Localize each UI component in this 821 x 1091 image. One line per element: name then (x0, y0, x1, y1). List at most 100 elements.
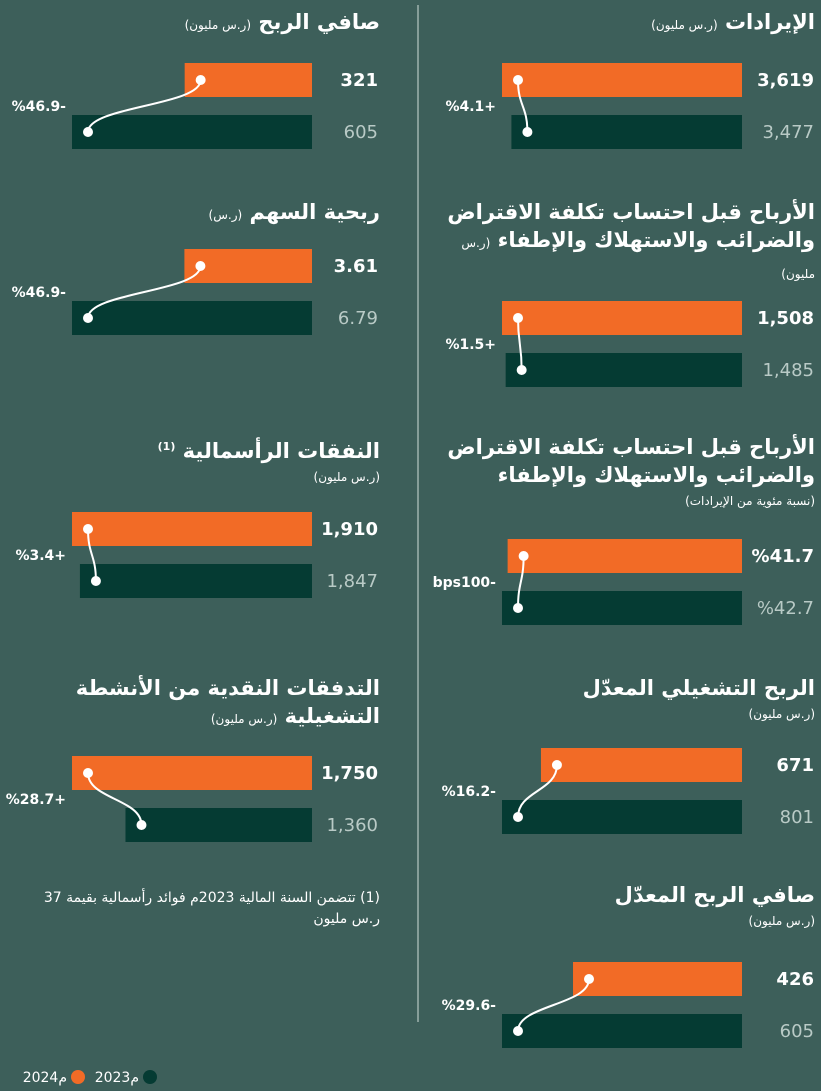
bar (125, 808, 312, 842)
value-label: 1,485 (762, 360, 814, 381)
dot (90, 576, 101, 586)
value-label: 321 (340, 70, 378, 91)
chart-title: التدفقات النقدية من الأنشطة التشغيلية (75, 676, 380, 728)
value-label: %42.7 (757, 598, 814, 619)
bar (72, 115, 312, 149)
dot (195, 75, 206, 85)
change-label: %46.9- (12, 99, 67, 115)
value-label: 801 (780, 807, 814, 828)
dot (83, 768, 93, 778)
bar (184, 63, 312, 97)
legend-swatch (71, 1070, 85, 1084)
dot (522, 127, 533, 137)
value-label: 605 (344, 122, 378, 143)
chart-title-block: الأرباح قبل احتساب تكلفة الاقتراض والضرا… (435, 198, 815, 288)
chart-subtitle: (ر.س مليون) (748, 914, 815, 928)
chart-title-block: الإيرادات (ر.س مليون) (435, 8, 815, 39)
dot (516, 365, 527, 375)
connector (517, 555, 525, 609)
change-label: %3.4+ (15, 548, 66, 564)
connector (87, 528, 97, 582)
bar (502, 301, 742, 335)
bar (184, 249, 312, 283)
chart-title: صافي الربح المعدّل (614, 883, 815, 907)
dot (518, 551, 529, 561)
dot (513, 603, 523, 613)
change-label: %1.5+ (445, 337, 496, 353)
chart-subtitle: (ر.س) (208, 208, 243, 222)
dot (195, 261, 206, 271)
dot (551, 760, 562, 770)
bar (573, 962, 742, 996)
chart-title-block: صافي الربح (ر.س مليون) (0, 8, 380, 39)
note: (1) (157, 440, 176, 453)
chart-subtitle: (ر.س مليون) (210, 712, 278, 726)
connector (517, 978, 591, 1032)
value-label: 3,477 (762, 122, 814, 143)
change-label: %4.1+ (445, 99, 496, 115)
connector (87, 265, 202, 319)
value-label: 6.79 (338, 308, 378, 329)
chart-title-block: صافي الربح المعدّل (ر.س مليون) (435, 881, 815, 933)
bar (505, 353, 742, 387)
value-label: 1,910 (321, 519, 378, 540)
chart-subtitle: (ر.س مليون) (184, 18, 252, 32)
chart-subtitle: (نسبة مئوية من الإيرادات) (685, 494, 815, 508)
value-label: 3.61 (334, 256, 378, 277)
chart-title: الإيرادات (724, 10, 815, 34)
dot (136, 820, 147, 830)
change-label: bps100- (433, 575, 497, 591)
chart-title-block: الأرباح قبل احتساب تكلفة الاقتراض والضرا… (435, 433, 815, 513)
value-label: 3,619 (757, 70, 814, 91)
dot (83, 524, 93, 534)
bar (511, 115, 742, 149)
chart-title: صافي الربح (258, 10, 380, 34)
value-label: 1,360 (326, 815, 378, 836)
chart-title: الأرباح قبل احتساب تكلفة الاقتراض والضرا… (447, 200, 815, 252)
legend-label: 2024م (23, 1070, 67, 1086)
connector (517, 317, 523, 371)
bar (502, 63, 742, 97)
value-label: 1,847 (326, 571, 378, 592)
dot (513, 1026, 523, 1036)
chart-title-block: الربح التشغيلي المعدّل (ر.س مليون) (435, 674, 815, 726)
bar (72, 301, 312, 335)
connector (517, 764, 558, 818)
chart-title: ربحية السهم (249, 200, 380, 224)
change-label: %16.2- (442, 784, 497, 800)
value-label: 605 (780, 1021, 814, 1042)
dot (83, 313, 93, 323)
value-label: 426 (776, 969, 814, 990)
chart-subtitle: (ر.س مليون) (313, 470, 380, 484)
bar (507, 539, 742, 573)
chart-title-block: التدفقات النقدية من الأنشطة التشغيلية (ر… (0, 674, 380, 733)
bar (502, 591, 742, 625)
footnote: (1) تتضمن السنة المالية 2023م فوائد رأسم… (43, 890, 380, 927)
change-label: %29.6- (442, 998, 497, 1014)
bar (502, 800, 742, 834)
bar (72, 512, 312, 546)
dot (513, 313, 523, 323)
change-label: %46.9- (12, 285, 67, 301)
dot (513, 75, 523, 85)
change-label: %28.7+ (6, 792, 66, 808)
bar (540, 748, 742, 782)
chart-subtitle: (ر.س مليون) (461, 236, 815, 281)
connector (87, 772, 143, 826)
bar (72, 756, 312, 790)
chart-title-block: النفقات الرأسمالية (1) (ر.س مليون) (0, 433, 380, 489)
chart-title: الأرباح قبل احتساب تكلفة الاقتراض والضرا… (447, 435, 815, 487)
dot (513, 812, 523, 822)
chart-title: النفقات الرأسمالية (182, 439, 380, 463)
chart-title-block: ربحية السهم (ر.س) (0, 198, 380, 229)
legend-swatch (143, 1070, 157, 1084)
chart-subtitle: (ر.س مليون) (748, 707, 815, 721)
chart-title: الربح التشغيلي المعدّل (582, 676, 815, 700)
chart-subtitle: (ر.س مليون) (651, 18, 718, 32)
connector (87, 79, 202, 133)
legend-label: 2023م (95, 1070, 139, 1086)
dot (83, 127, 93, 137)
dot (584, 974, 595, 984)
